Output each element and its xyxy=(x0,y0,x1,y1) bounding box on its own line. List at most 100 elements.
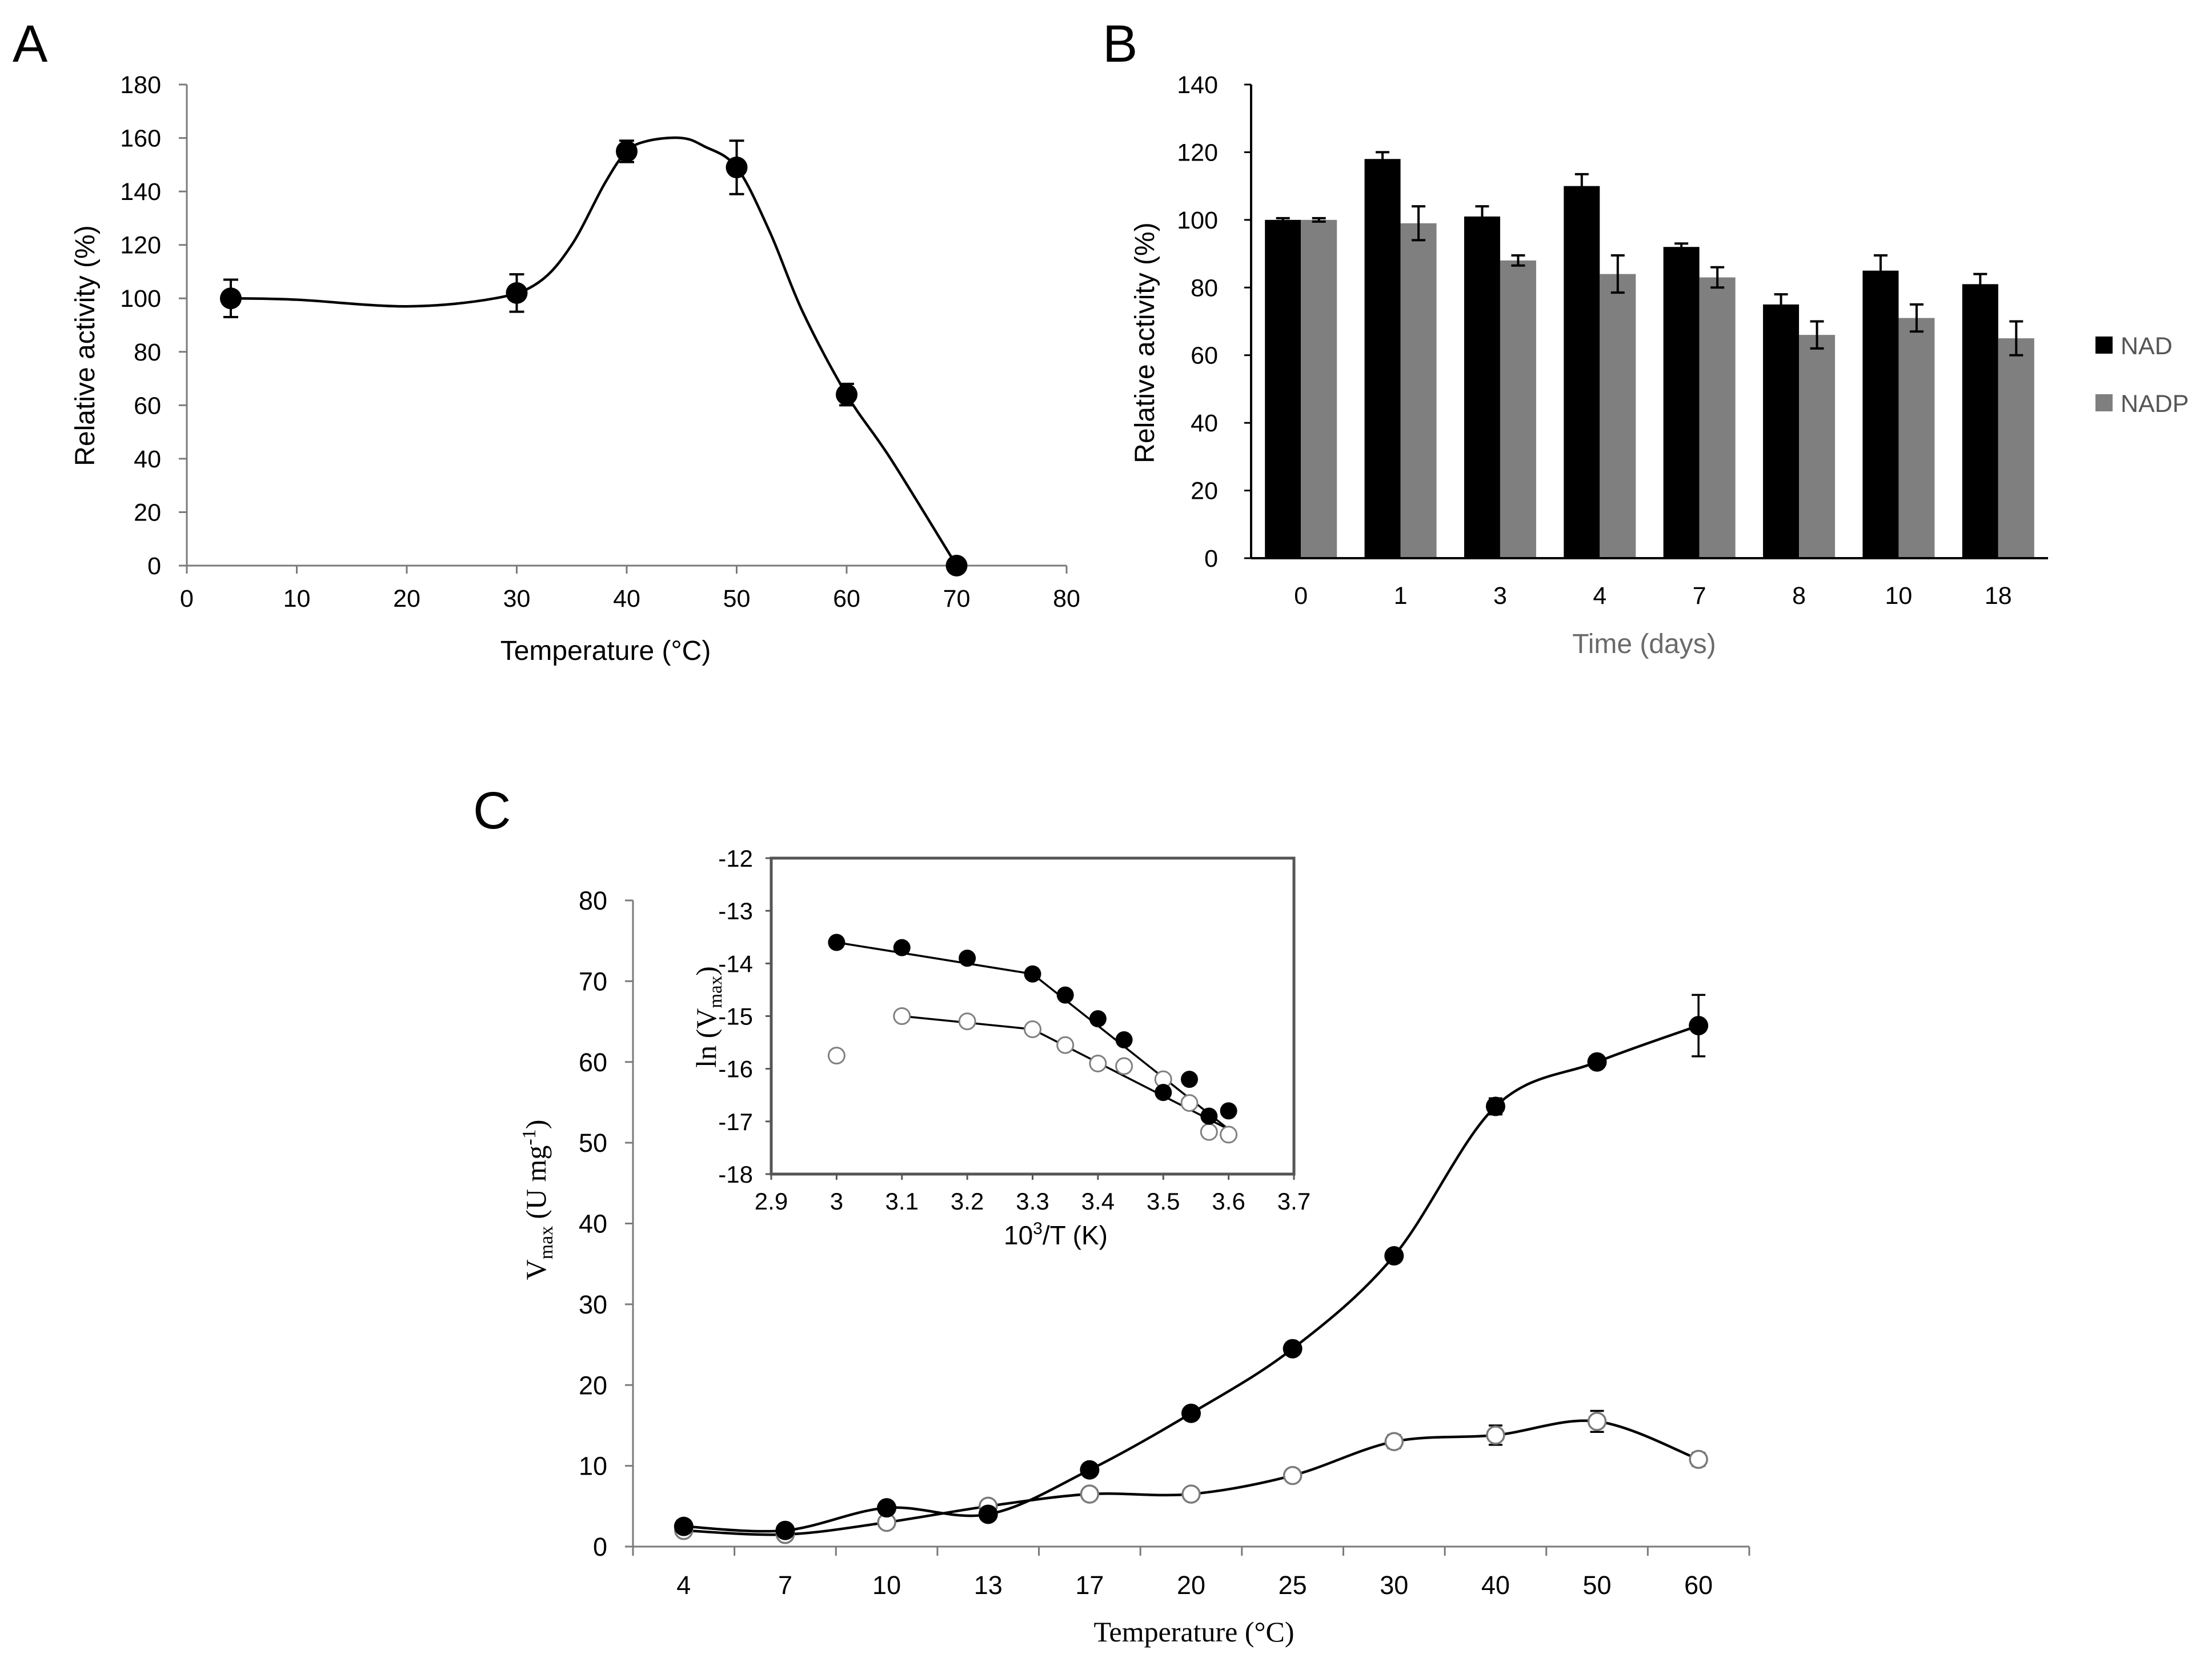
c-inset-point-nad xyxy=(1200,1107,1218,1125)
c-x-tick-label: 20 xyxy=(1177,1571,1205,1600)
c-y-label-close: ) xyxy=(520,1120,552,1130)
chart-b: 0 20 40 60 80 100 120 140 0 1 3 4 7 8 10 18 Time (days)… xyxy=(1130,71,2189,659)
b-error-bar-nad xyxy=(1973,273,1987,296)
c-y-tick-label: 80 xyxy=(579,886,607,915)
c-point-nadp xyxy=(1384,1432,1404,1451)
c-inset-point-nadp xyxy=(1180,1094,1199,1112)
c-inset-point-nad xyxy=(1024,965,1041,983)
a-y-tick-label: 180 xyxy=(120,71,161,99)
b-bar-nad xyxy=(1564,186,1600,559)
b-x-tick-label: 1 xyxy=(1394,582,1408,610)
a-y-axis-label: Relative activity (%) xyxy=(70,225,101,466)
a-x-tick-label: 80 xyxy=(1053,585,1080,612)
b-bar-nadp xyxy=(1600,274,1636,558)
a-y-tick-label: 0 xyxy=(147,552,161,580)
c-point-nad xyxy=(1485,1096,1505,1116)
a-x-tick-label: 0 xyxy=(180,585,194,612)
b-error-bar-nad xyxy=(1774,293,1788,316)
b-x-axis-label: Time (days) xyxy=(1572,629,1716,659)
a-x-tick-label: 10 xyxy=(283,585,311,612)
c-inset-point-nadp xyxy=(1056,1036,1075,1054)
c-inset-fit-nad xyxy=(836,941,1033,975)
c-inset-y-tick-label: -14 xyxy=(718,950,753,977)
b-bar-nad xyxy=(1364,159,1401,558)
a-x-tick-label: 20 xyxy=(393,585,420,612)
b-y-tick-label: 20 xyxy=(1191,478,1218,505)
b-bar-nadp xyxy=(1301,219,1337,558)
c-point-nadp xyxy=(1689,1449,1708,1469)
panel-label-a: A xyxy=(13,15,48,73)
b-bar-nadp xyxy=(1500,260,1536,558)
b-x-tick-label: 7 xyxy=(1693,582,1706,610)
b-bar-nadp xyxy=(1400,223,1437,558)
c-inset-point-nad xyxy=(1089,1010,1107,1028)
a-y-tick-label: 60 xyxy=(134,392,161,419)
chart-c: 0 10 20 30 40 50 60 70 80 4 7 10 13 17 20 25 30 40 50 60 Te… xyxy=(519,845,1750,1648)
b-bar-nad xyxy=(1464,216,1500,559)
c-inset-y-tick-label: -15 xyxy=(718,1003,753,1030)
b-bar-nadp xyxy=(1699,277,1736,558)
a-x-axis-label: Temperature (°C) xyxy=(500,636,711,666)
c-inset-point-nad xyxy=(1220,1102,1237,1120)
b-bar-nad xyxy=(1962,284,1998,558)
b-x-tick-label: 18 xyxy=(1985,582,2012,610)
c-y-tick-label: 10 xyxy=(579,1452,607,1481)
b-y-tick-label: 40 xyxy=(1191,410,1218,437)
c-point-nad xyxy=(1384,1246,1404,1266)
c-inset-y-tick-label: -12 xyxy=(718,845,753,872)
a-x-tick-label: 70 xyxy=(943,585,971,612)
c-inset-point-nadp xyxy=(1200,1123,1218,1141)
c-inset-y-label-pre: ln (V xyxy=(690,1008,722,1068)
b-y-tick-label: 120 xyxy=(1177,139,1218,166)
a-data-point xyxy=(506,282,528,304)
c-inset-x-label-post: /T (K) xyxy=(1043,1220,1108,1250)
c-inset-x-tick-label: 2.9 xyxy=(755,1188,788,1215)
a-y-tick-label: 40 xyxy=(134,446,161,473)
a-data-point xyxy=(726,157,748,179)
a-x-tick-label: 60 xyxy=(833,585,860,612)
c-x-tick-label: 25 xyxy=(1279,1571,1307,1600)
c-point-nad xyxy=(674,1516,694,1536)
c-inset-x-label-pre: 10 xyxy=(1004,1220,1033,1250)
c-inset-point-nadp xyxy=(958,1012,976,1031)
c-point-nadp xyxy=(1486,1425,1505,1445)
a-y-tick-label: 100 xyxy=(120,285,161,313)
c-inset-point-nad xyxy=(893,939,911,956)
b-bar-nad xyxy=(1663,247,1700,558)
a-data-point xyxy=(836,383,857,406)
b-error-bar-nadp xyxy=(1710,266,1725,289)
c-x-tick-label: 30 xyxy=(1380,1571,1408,1600)
c-x-tick-label: 40 xyxy=(1481,1571,1510,1600)
b-bar-nadp xyxy=(1898,318,1935,558)
c-x-tick-label: 60 xyxy=(1684,1571,1713,1600)
b-error-bar-nadp xyxy=(1810,320,1824,350)
c-y-tick-label: 50 xyxy=(579,1128,607,1158)
b-error-bar-nadp xyxy=(1610,254,1625,294)
panel-label-b: B xyxy=(1103,15,1137,73)
chart-a: 0 10 20 30 40 50 60 70 80 0 20 40 60 80 100 120 140 160 18… xyxy=(70,71,1080,666)
c-x-tick-label: 4 xyxy=(676,1571,691,1600)
a-y-tick-label: 160 xyxy=(120,125,161,153)
b-error-bar-nadp xyxy=(2009,320,2023,357)
b-error-bar-nad xyxy=(1276,217,1290,223)
c-inset-y-tick-label: -18 xyxy=(718,1161,753,1188)
b-legend: NAD NADP xyxy=(2095,333,2189,418)
c-inset-point-nadp xyxy=(1115,1057,1133,1075)
c-x-tick-label: 7 xyxy=(778,1571,792,1600)
c-point-nadp xyxy=(1080,1484,1100,1504)
c-inset-point-nad xyxy=(828,934,845,951)
c-inset-point-nad xyxy=(1155,1084,1172,1102)
b-x-tick-label: 10 xyxy=(1885,582,1913,610)
c-inset-x-tick-label: 3.6 xyxy=(1212,1188,1245,1215)
b-error-bar-nadp xyxy=(1511,254,1525,267)
c-inset-x-label-sup: 3 xyxy=(1033,1219,1043,1238)
c-point-nad xyxy=(1689,1016,1709,1036)
c-y-label-sub: max xyxy=(536,1226,557,1260)
c-point-nad xyxy=(1181,1403,1201,1423)
c-point-nad xyxy=(1080,1460,1100,1480)
a-x-tick-label: 40 xyxy=(613,585,640,612)
b-y-tick-label: 0 xyxy=(1204,545,1218,572)
a-y-tick-label: 120 xyxy=(120,232,161,259)
c-inset-point-nadp xyxy=(827,1047,845,1065)
